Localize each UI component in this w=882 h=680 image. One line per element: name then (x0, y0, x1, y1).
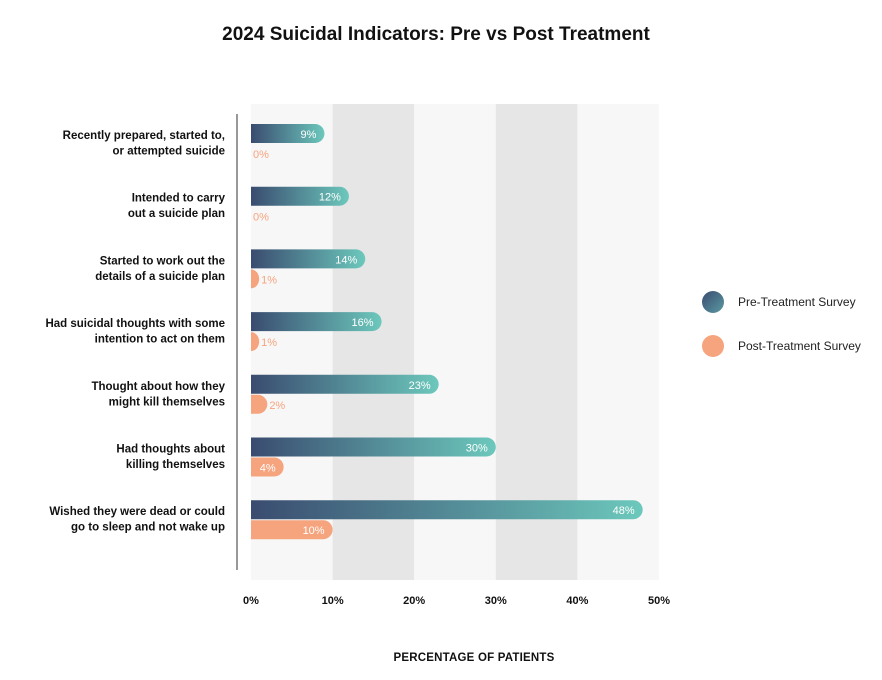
post-treatment-bar (251, 457, 284, 477)
category-label: Wished they were dead or could go to slee… (49, 506, 225, 534)
legend-item-post: Post-Treatment Survey (702, 334, 861, 358)
pre-treatment-value-label: 14% (335, 254, 357, 266)
post-treatment-value-label: 0% (253, 212, 269, 224)
pre-treatment-bar (251, 312, 382, 332)
pre-treatment-value-label: 30% (466, 443, 488, 455)
post-treatment-bar (251, 520, 333, 540)
pre-treatment-bar (251, 437, 496, 457)
pre-treatment-bar (251, 500, 643, 520)
pre-treatment-bar (251, 124, 325, 143)
x-tick-labels: 0% 10% 20% 30% 40% 50% (243, 595, 670, 607)
category-labels: Recently prepared, started to, or attempt… (45, 130, 225, 534)
legend-swatch-post (702, 335, 724, 357)
pre-treatment-bar (251, 186, 349, 206)
pre-treatment-value-label: 48% (613, 505, 635, 517)
post-treatment-bar (251, 269, 260, 289)
pre-treatment-value-label: 23% (409, 380, 431, 392)
x-tick-label: 0% (243, 595, 259, 607)
legend-label-post: Post-Treatment Survey (738, 339, 861, 353)
post-treatment-bar (251, 394, 268, 414)
x-tick-label: 50% (648, 595, 670, 607)
post-treatment-value-label: 4% (260, 463, 276, 475)
pre-treatment-bar (251, 374, 439, 394)
pre-treatment-value-label: 12% (319, 192, 341, 204)
legend-label-pre: Pre-Treatment Survey (738, 295, 856, 309)
post-treatment-value-label: 2% (269, 400, 285, 412)
category-label: Started to work out the details of a suic… (95, 255, 225, 283)
x-axis-label: PERCENTAGE OF PATIENTS (393, 652, 555, 664)
bars-group: 9% 0% 12% 0% 14% 1% 16% 1% 23% 2% 30% 4% 48% 10% (251, 124, 643, 540)
pre-treatment-value-label: 16% (352, 317, 374, 329)
x-tick-label: 20% (403, 595, 425, 607)
post-treatment-value-label: 0% (253, 149, 269, 161)
x-tick-label: 30% (485, 595, 507, 607)
category-label: Had thoughts about killing themselves (116, 444, 225, 472)
category-label: Had suicidal thoughts with some intention… (45, 318, 225, 346)
post-treatment-value-label: 1% (261, 274, 277, 286)
pre-treatment-value-label: 9% (301, 129, 317, 141)
post-treatment-bar (251, 332, 260, 352)
legend: Pre-Treatment Survey Post-Treatment Surv… (702, 290, 861, 378)
chart-title: 2024 Suicidal Indicators: Pre vs Post Tr… (222, 24, 650, 45)
legend-swatch-pre (702, 291, 724, 313)
post-treatment-value-label: 1% (261, 337, 277, 349)
legend-item-pre: Pre-Treatment Survey (702, 290, 861, 314)
category-label: Recently prepared, started to, or attempt… (63, 130, 225, 158)
category-label: Thought about how they might kill themsel… (91, 381, 225, 409)
pre-treatment-bar (251, 249, 366, 269)
post-treatment-value-label: 10% (303, 525, 325, 537)
x-tick-label: 40% (566, 595, 588, 607)
category-label: Intended to carry out a suicide plan (128, 193, 226, 221)
x-tick-label: 10% (322, 595, 344, 607)
